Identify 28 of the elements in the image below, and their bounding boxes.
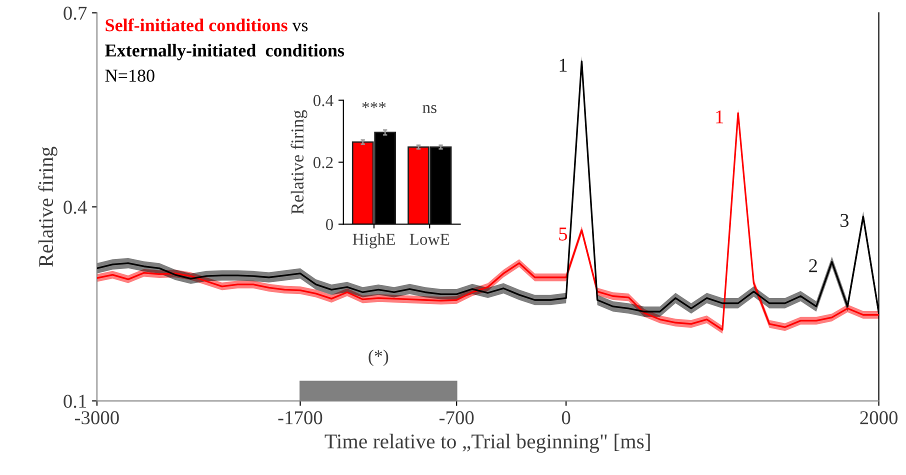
y-axis-title: Relative firing [290, 110, 308, 214]
y-tick-label: 0.4 [313, 94, 334, 106]
text: Self-initiated conditions [106, 18, 288, 32]
x-tick-label: -1700 [278, 411, 322, 424]
x-tick-label: LowE [410, 234, 450, 245]
x-tick-label: HighE [352, 233, 395, 248]
annotation: 3 [840, 214, 849, 227]
text: Externally-initiated conditions [105, 44, 344, 60]
y-tick-label: 0.2 [313, 156, 333, 168]
x-tick-label: -700 [440, 411, 474, 424]
x-tick-label: 2000 [860, 411, 898, 424]
y-axis-title: Relative firing [38, 146, 58, 267]
annotation: vs [292, 22, 308, 32]
y-tick-label: 0.7 [64, 6, 87, 20]
y-tick-label: 0.4 [64, 200, 87, 214]
band-label: (*) [368, 350, 388, 366]
annotation: ns [422, 105, 436, 114]
y-tick-label: 0 [326, 218, 334, 230]
annotation: N=180 [105, 70, 154, 82]
x-axis-title: Time relative to „Trial beginning" [ms] [324, 434, 650, 453]
x-tick-label: 0 [562, 411, 570, 424]
annotation: *** [362, 102, 386, 108]
annotation: 1 [560, 58, 567, 72]
annotation: 2 [809, 259, 817, 272]
annotation: 5 [559, 228, 568, 241]
x-tick-label: -3000 [74, 411, 119, 424]
y-tick-label: 0.1 [64, 394, 86, 408]
annotation: 1 [716, 110, 724, 124]
